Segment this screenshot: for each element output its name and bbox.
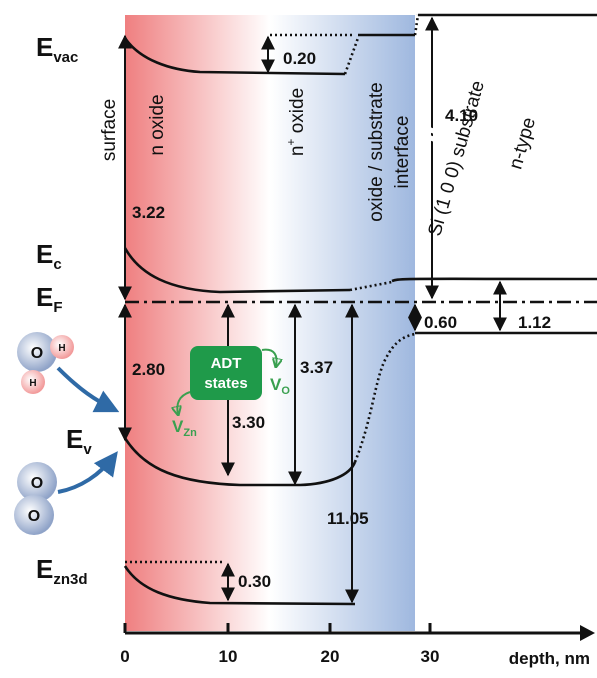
x-axis-label: depth, nm: [509, 649, 590, 668]
gap-value: 0.20: [283, 49, 316, 68]
gap-value: 2.80: [132, 360, 165, 379]
x-tick-label: 20: [321, 647, 340, 666]
gap-value: 0.30: [238, 572, 271, 591]
region-label: n oxide: [147, 94, 168, 155]
atom: O: [31, 475, 43, 492]
gap-value: 0.60: [424, 313, 457, 332]
gap-value: 3.30: [232, 413, 265, 432]
level-label: Ev: [66, 424, 92, 458]
region-label: surface: [99, 99, 120, 161]
atom: O: [31, 345, 43, 362]
adt-text: ADT: [211, 355, 242, 372]
gap-value: 4.10: [445, 106, 478, 125]
x-tick-label: 0: [120, 647, 129, 666]
x-tick-label: 30: [421, 647, 440, 666]
level-label: Ezn3d: [36, 554, 88, 588]
region-label: Si (1 0 0) substrate: [424, 78, 488, 238]
region-label: interface: [392, 116, 413, 189]
band-diagram: Evac Ec EF Ev Ezn3d surface n oxide n+ o…: [0, 0, 597, 673]
molecules: O H H O O: [14, 332, 115, 535]
gap-value: 3.22: [132, 203, 165, 222]
level-label: Ec: [36, 239, 62, 273]
region-label: n-type: [505, 115, 540, 172]
region-label: n+ oxide: [284, 88, 308, 156]
level-label: EF: [36, 282, 63, 316]
x-tick-label: 10: [219, 647, 238, 666]
atom: O: [28, 508, 40, 525]
atom: H: [58, 343, 65, 354]
gap-value: 3.37: [300, 358, 333, 377]
atom: H: [29, 378, 36, 389]
region-label: oxide / substrate: [366, 82, 387, 221]
adt-text: states: [204, 375, 247, 392]
gap-value: 11.05: [327, 509, 369, 528]
level-label: Evac: [36, 32, 78, 66]
gap-value: 1.12: [518, 313, 551, 332]
